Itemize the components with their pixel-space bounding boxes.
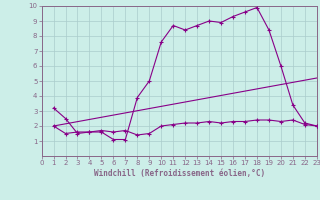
X-axis label: Windchill (Refroidissement éolien,°C): Windchill (Refroidissement éolien,°C) <box>94 169 265 178</box>
